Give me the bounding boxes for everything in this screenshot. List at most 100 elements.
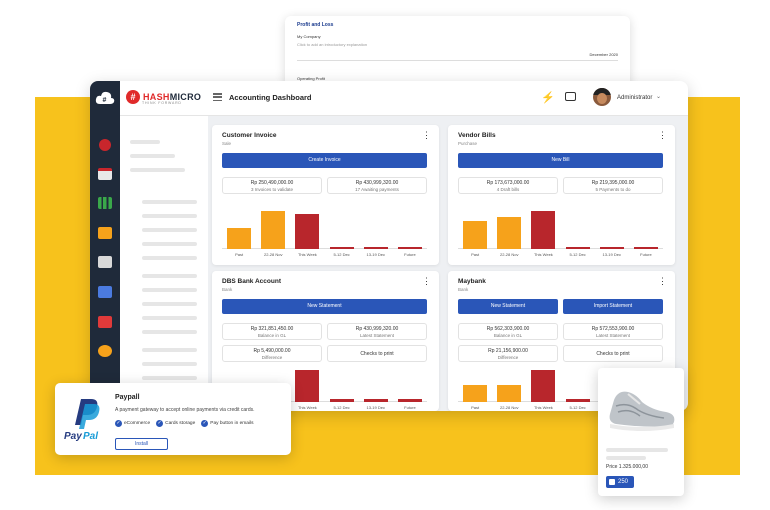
subnav-placeholder: [142, 228, 197, 232]
new-statement-button[interactable]: New Statement: [458, 299, 558, 314]
chart-bar[interactable]: [463, 221, 488, 249]
more-options-icon[interactable]: ⋮: [658, 276, 667, 286]
subnav-placeholder: [142, 256, 197, 260]
chart-bar[interactable]: [363, 399, 388, 402]
stat-value: Rp 430,999,320.00: [355, 180, 399, 186]
more-options-icon[interactable]: ⋮: [422, 276, 431, 286]
feature-item: ✓ Pay button in emails: [201, 420, 253, 427]
chart-bar[interactable]: [497, 216, 522, 249]
vendor-bills-card: Vendor Bills Purchase ⋮ New Bill Rp 173,…: [448, 125, 675, 265]
subnav-placeholder: [142, 330, 197, 334]
chart-tick-label: 13-19 Dec: [602, 252, 621, 257]
bolt-icon[interactable]: ⚡: [541, 92, 555, 104]
logo-hash: HASH: [143, 92, 170, 102]
printer-icon[interactable]: [98, 256, 112, 268]
chart-bar[interactable]: [363, 246, 388, 249]
stat-box[interactable]: Rp 321,851,450.00 Balance in GL: [222, 323, 322, 340]
chart-bar[interactable]: [295, 370, 320, 402]
check-icon: ✓: [115, 420, 122, 427]
new-statement-button[interactable]: New Statement: [222, 299, 427, 314]
card-title: Vendor Bills: [458, 132, 496, 139]
stock-count: 250: [618, 479, 629, 485]
new-bill-button[interactable]: New Bill: [458, 153, 663, 168]
chart-bar[interactable]: [261, 211, 286, 249]
chart-bar[interactable]: [463, 384, 488, 402]
chart-bar[interactable]: [329, 246, 354, 249]
card-title: Maybank: [458, 278, 486, 285]
report-explanation[interactable]: Click to add an introductory explanation: [297, 42, 368, 47]
stat-box[interactable]: Rp 21,156,900.00 Difference: [458, 345, 558, 362]
customer-invoice-card: Customer Invoice Sale ⋮ Create Invoice R…: [212, 125, 439, 265]
report-title: Profit and Loss: [297, 22, 334, 28]
more-options-icon[interactable]: ⋮: [422, 130, 431, 140]
card-subtitle: Sale: [222, 141, 232, 146]
chevron-down-icon[interactable]: ⌄: [656, 94, 662, 100]
chart-bar[interactable]: [227, 228, 252, 249]
subnav-placeholder: [142, 316, 197, 320]
chart-bar[interactable]: [599, 246, 624, 249]
subnav-placeholder: [142, 302, 197, 306]
stat-label: Difference: [261, 355, 283, 360]
chart-bar[interactable]: [565, 246, 590, 249]
stat-box[interactable]: Rp 5,490,000.00 Difference: [222, 345, 322, 362]
stat-box[interactable]: Rp 219,395,000.00 5 Payments to do: [563, 177, 663, 194]
chart-bar[interactable]: [633, 246, 658, 249]
card-subtitle: Bank: [222, 287, 233, 292]
list-icon[interactable]: [98, 227, 112, 239]
hashmicro-logo[interactable]: # HASHMICRO: [126, 90, 201, 104]
create-invoice-button[interactable]: Create Invoice: [222, 153, 427, 168]
chart-tick-label: 5-12 Dec: [333, 405, 350, 410]
checks-to-print-button[interactable]: Checks to print: [327, 345, 427, 362]
bar-chart-icon[interactable]: [98, 197, 112, 209]
chart-bar[interactable]: [565, 399, 590, 402]
report-company: My Company: [297, 34, 321, 39]
monitor-icon[interactable]: [98, 286, 112, 298]
chart-baseline: [222, 248, 427, 249]
card-title: DBS Bank Account: [222, 278, 281, 285]
chat-icon[interactable]: [565, 92, 576, 101]
chart-tick-label: 22-28 Nov: [264, 252, 283, 257]
chart-bar[interactable]: [397, 246, 422, 249]
chart-tick-label: 5-12 Dec: [333, 252, 350, 257]
cart-icon[interactable]: [98, 316, 112, 328]
stat-value: Rp 430,999,320.00: [355, 326, 399, 332]
stat-box[interactable]: Rp 173,673,000.00 4 Draft bills: [458, 177, 558, 194]
stat-value: Rp 562,303,900.00: [486, 326, 530, 332]
chart-tick-label: This Week: [297, 405, 317, 410]
stat-label: 17 Awaiting payments: [355, 187, 399, 192]
bar-chart: Past 22-28 Nov This Week 5-12 Dec 13-19 Dec F…: [222, 208, 427, 258]
import-statement-button[interactable]: Import Statement: [563, 299, 663, 314]
chart-bar[interactable]: [497, 384, 522, 402]
subnav-placeholder: [142, 274, 197, 278]
stat-box[interactable]: Rp 562,303,900.00 Balance in GL: [458, 323, 558, 340]
stat-label: Latest Statement: [595, 333, 631, 338]
sidebar: [90, 116, 120, 411]
card-subtitle: Purchase: [458, 141, 478, 146]
chart-tick-label: This Week: [533, 252, 553, 257]
chart-tick-label: 5-12 Dec: [569, 405, 586, 410]
chart-bar[interactable]: [329, 399, 354, 402]
more-options-icon[interactable]: ⋮: [658, 130, 667, 140]
chart-bar[interactable]: [531, 211, 556, 249]
calendar-icon[interactable]: [98, 168, 112, 180]
stat-box[interactable]: Rp 250,490,000.00 3 Invoices to validate: [222, 177, 322, 194]
chart-bar[interactable]: [531, 370, 556, 402]
chart-baseline: [458, 401, 663, 402]
chart-bar[interactable]: [397, 399, 422, 402]
install-button[interactable]: Install: [115, 438, 168, 450]
checks-to-print-button[interactable]: Checks to print: [563, 345, 663, 362]
paypal-logo-icon: Pay Pal: [64, 399, 100, 441]
stat-box[interactable]: Rp 430,999,320.00 17 Awaiting payments: [327, 177, 427, 194]
menu-icon[interactable]: [213, 93, 222, 101]
stat-box[interactable]: Rp 572,553,900.00 Latest Statement: [563, 323, 663, 340]
user-name[interactable]: Administrator: [617, 95, 653, 101]
chart-bar[interactable]: [295, 214, 320, 249]
product-card[interactable]: Price 1.325.000,00 250: [598, 368, 684, 496]
stat-label: Balance in GL: [257, 333, 287, 338]
stat-box[interactable]: Rp 430,999,320.00 Latest Statement: [327, 323, 427, 340]
stat-value: Rp 21,156,900.00: [488, 348, 528, 354]
user-icon[interactable]: [98, 345, 112, 357]
expand-icon[interactable]: [99, 139, 111, 151]
avatar[interactable]: [593, 88, 611, 106]
stock-badge: 250: [606, 476, 634, 488]
